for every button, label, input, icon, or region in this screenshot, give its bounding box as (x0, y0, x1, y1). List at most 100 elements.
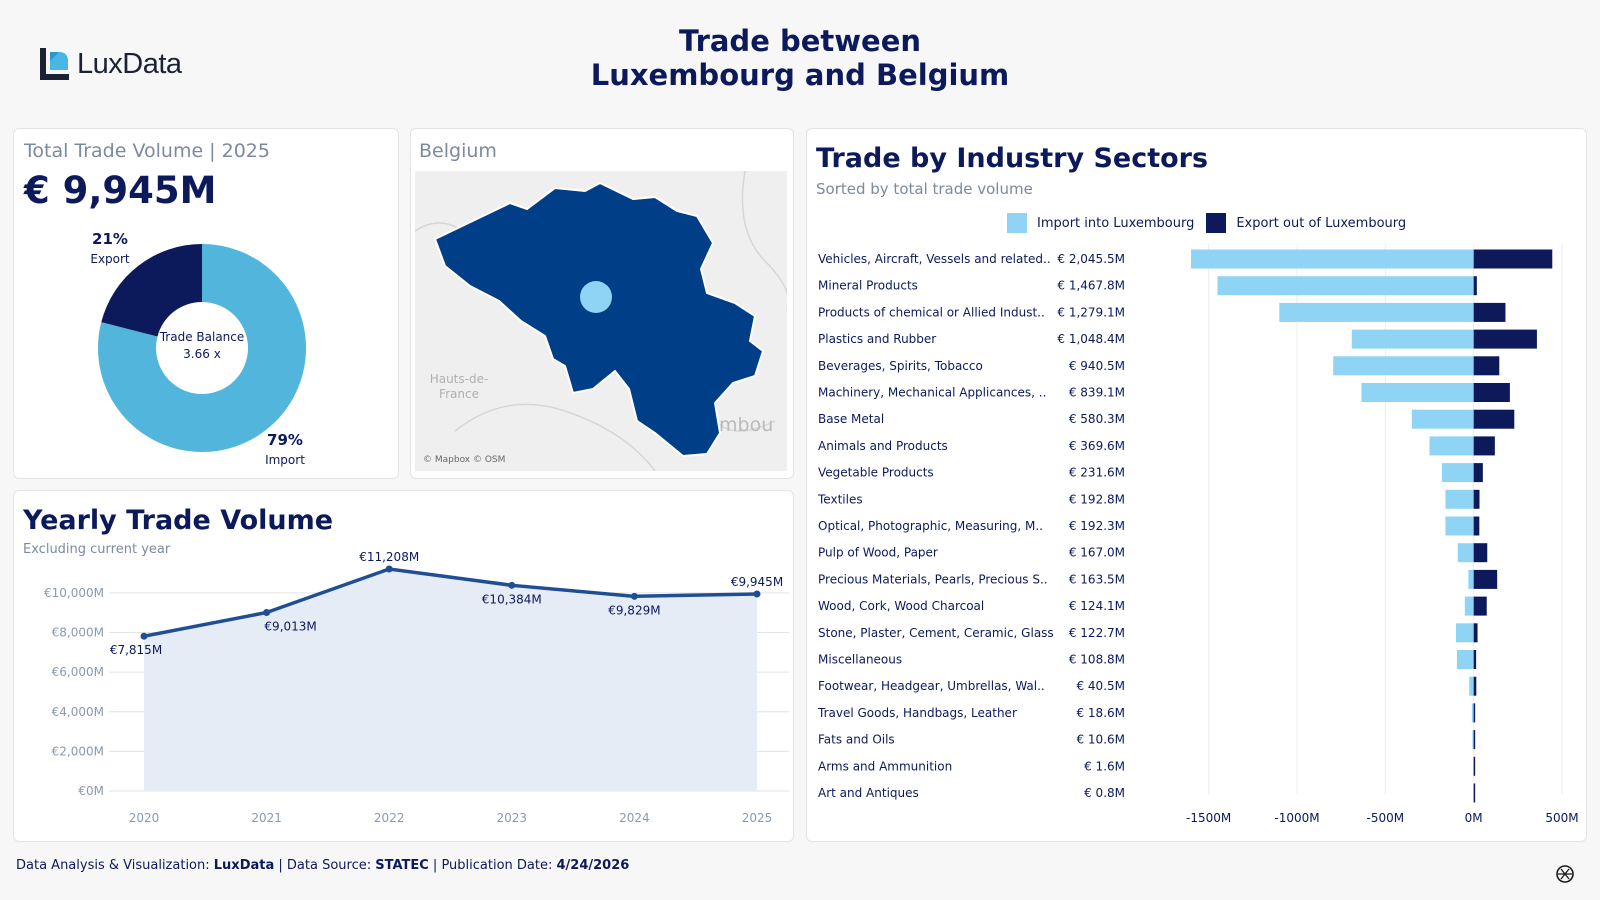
sector-category-label: Plastics and Rubber (818, 332, 936, 346)
import-bar[interactable] (1445, 489, 1474, 509)
import-bar[interactable] (1333, 356, 1474, 376)
belgium-map[interactable]: Hauts-de- France mbou © Mapbox © OSM (415, 171, 787, 471)
export-bar[interactable] (1473, 676, 1477, 696)
title-line-1: Trade between (678, 24, 922, 58)
export-bar[interactable] (1473, 783, 1476, 803)
map-label: Belgium (419, 140, 497, 162)
import-bar[interactable] (1472, 730, 1474, 750)
export-bar[interactable] (1473, 596, 1487, 616)
sector-total-label: € 1.6M (1084, 759, 1125, 773)
luxdata-logo: LuxData (37, 46, 182, 83)
sectors-card: Trade by Industry Sectors Sorted by tota… (806, 128, 1587, 842)
export-pct-label: 21% (92, 230, 128, 248)
sector-total-label: € 163.5M (1069, 572, 1125, 586)
sector-total-label: € 940.5M (1069, 359, 1125, 373)
legend-import[interactable]: Import into Luxembourg (1007, 213, 1194, 233)
yearly-y-tick-label: €0M (78, 784, 104, 798)
yearly-area-fill (144, 569, 757, 791)
export-bar[interactable] (1473, 302, 1506, 322)
donut-export-slice[interactable] (101, 244, 202, 337)
yearly-point[interactable] (508, 581, 516, 589)
sectors-title: Trade by Industry Sectors (816, 143, 1209, 174)
sector-category-label: Vehicles, Aircraft, Vessels and related.… (818, 252, 1051, 266)
export-bar[interactable] (1473, 276, 1477, 296)
export-bar[interactable] (1473, 463, 1483, 483)
yearly-data-label: €9,945M (731, 575, 783, 589)
export-label: Export (90, 252, 130, 266)
sector-total-label: € 1,279.1M (1057, 305, 1125, 319)
belgium-map-card: Belgium Hauts-de- France mbou © Mapbox ©… (410, 128, 794, 479)
export-bar[interactable] (1473, 730, 1476, 750)
title-line-2: Luxembourg and Belgium (590, 58, 1010, 92)
import-bar[interactable] (1457, 543, 1474, 563)
import-bar[interactable] (1191, 249, 1474, 269)
sector-total-label: € 10.6M (1076, 733, 1125, 747)
export-bar[interactable] (1473, 409, 1515, 429)
yearly-line[interactable] (143, 567, 758, 638)
belgium-shape[interactable] (433, 181, 765, 458)
export-bar[interactable] (1473, 516, 1480, 536)
sector-total-label: € 839.1M (1069, 386, 1125, 400)
yearly-point[interactable] (385, 565, 393, 573)
yearly-point[interactable] (263, 608, 271, 616)
yearly-point[interactable] (140, 632, 148, 640)
import-bar[interactable] (1217, 276, 1474, 296)
logo-text: LuxData (77, 48, 182, 80)
export-bar[interactable] (1473, 489, 1480, 509)
sector-total-label: € 369.6M (1069, 439, 1125, 453)
import-bar[interactable] (1456, 623, 1474, 643)
sector-total-label: € 231.6M (1069, 466, 1125, 480)
sector-total-label: € 1,048.4M (1057, 332, 1125, 346)
yearly-y-tick-label: €6,000M (52, 665, 104, 679)
import-bar[interactable] (1471, 703, 1474, 723)
yearly-point[interactable] (630, 592, 638, 600)
import-bar[interactable] (1361, 383, 1474, 402)
yearly-y-tick-label: €4,000M (52, 705, 104, 719)
sector-total-label: € 0.8M (1084, 786, 1125, 800)
export-bar[interactable] (1473, 756, 1476, 776)
capital-marker[interactable] (580, 281, 612, 313)
export-bar[interactable] (1473, 436, 1495, 456)
sector-x-tick-label: 500M (1545, 811, 1578, 825)
export-bar[interactable] (1473, 249, 1553, 269)
yearly-x-tick-label: 2022 (374, 811, 405, 825)
export-bar[interactable] (1473, 623, 1478, 643)
import-bar[interactable] (1445, 516, 1474, 536)
export-bar[interactable] (1473, 650, 1477, 669)
map-place-3: mbou (719, 414, 773, 436)
sector-category-label: Animals and Products (818, 439, 948, 453)
import-bar[interactable] (1456, 650, 1474, 669)
export-bar[interactable] (1473, 329, 1537, 349)
export-bar[interactable] (1473, 569, 1498, 589)
import-bar[interactable] (1441, 463, 1474, 483)
sector-category-label: Stone, Plaster, Cement, Ceramic, Glass (818, 626, 1054, 640)
import-bar[interactable] (1411, 409, 1474, 429)
sector-total-label: € 1,467.8M (1057, 279, 1125, 293)
export-bar[interactable] (1473, 703, 1476, 723)
import-bar[interactable] (1429, 436, 1474, 456)
legend-export[interactable]: Export out of Luxembourg (1206, 213, 1406, 233)
yearly-x-tick-label: 2024 (619, 811, 650, 825)
sector-category-label: Pulp of Wood, Paper (818, 546, 938, 560)
sector-category-label: Footwear, Headgear, Umbrellas, Wal.. (818, 679, 1045, 693)
yearly-y-tick-label: €2,000M (52, 744, 104, 758)
sectors-bar-chart: -1500M -1000M -500M 0M 500M Vehicles, Aircraf… (817, 244, 1579, 825)
sector-total-label: € 192.8M (1069, 492, 1125, 506)
sector-category-label: Beverages, Spirits, Tobacco (818, 359, 983, 373)
export-bar[interactable] (1473, 356, 1500, 376)
export-bar[interactable] (1473, 383, 1510, 402)
yearly-x-tick-label: 2025 (742, 811, 773, 825)
export-bar[interactable] (1473, 543, 1488, 563)
donut-import-slice[interactable] (98, 244, 306, 453)
total-trade-card: Total Trade Volume | 2025 € 9,945M 21% E… (13, 128, 399, 479)
kpi-value: € 9,945M (24, 169, 217, 212)
import-bar[interactable] (1351, 329, 1474, 349)
import-label: Import (265, 453, 305, 467)
import-bar[interactable] (1469, 676, 1474, 696)
sector-category-label: Arms and Ammunition (818, 759, 952, 773)
import-bar[interactable] (1279, 302, 1474, 322)
yearly-point[interactable] (753, 590, 761, 598)
import-bar[interactable] (1464, 596, 1474, 616)
sector-category-label: Precious Materials, Pearls, Precious S.. (818, 572, 1048, 586)
import-bar[interactable] (1468, 569, 1474, 589)
